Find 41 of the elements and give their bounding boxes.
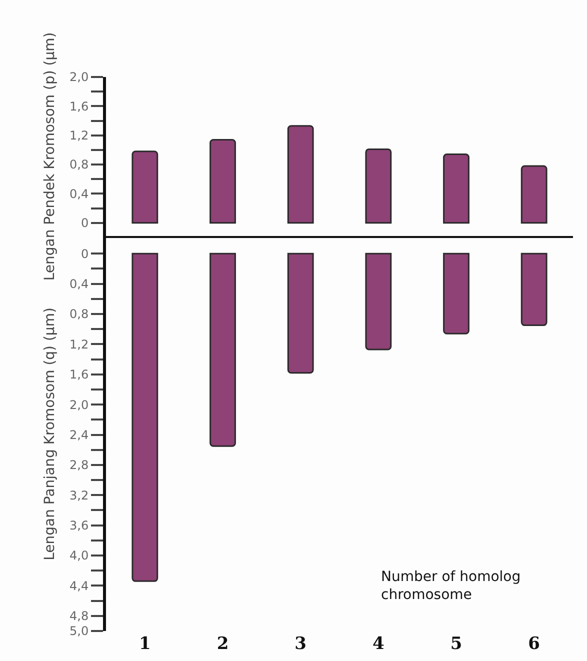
bar — [287, 125, 314, 224]
y-axis-title: Lengan Pendek Kromosom (p) (µm) — [42, 32, 58, 281]
y-tick-label: 2,8 — [70, 458, 89, 472]
bar — [210, 138, 236, 224]
y-tick-label: 1,6 — [70, 99, 89, 114]
x-tick-label: 6 — [528, 634, 540, 654]
bar — [132, 150, 158, 224]
x-axis-title: Number of homolog chromosome — [381, 569, 521, 604]
y-tick-label: 5,0 — [70, 624, 89, 638]
y-tick-label: 0,8 — [70, 307, 89, 322]
bar — [210, 252, 236, 447]
x-tick-label: 2 — [216, 634, 229, 654]
bar — [287, 252, 314, 374]
y-tick-label: 3,6 — [70, 518, 89, 533]
bar — [520, 252, 548, 326]
x-tick-label: 5 — [450, 634, 462, 654]
y-tick-label: 4,4 — [70, 578, 89, 593]
bar — [443, 154, 470, 224]
y-tick-label: 0 — [80, 246, 89, 261]
y-axis-title: Lengan Panjang Kromosom (q) (µm) — [42, 308, 58, 560]
y-tick-label: 1,6 — [70, 368, 89, 382]
bar — [365, 252, 392, 350]
y-tick-label: 0 — [80, 216, 89, 230]
y-tick-label: 0,8 — [70, 158, 89, 172]
y-tick-label: 0,4 — [70, 277, 89, 291]
y-tick-label: 0,4 — [70, 186, 89, 201]
bar — [520, 165, 548, 224]
x-tick-label: 3 — [294, 634, 306, 654]
y-tick-label: 2,4 — [70, 428, 89, 442]
bar — [132, 252, 158, 582]
x-tick-label: 1 — [139, 634, 151, 654]
y-tick-label: 2,0 — [70, 398, 89, 412]
bar — [365, 148, 392, 224]
y-tick-label: 1,2 — [70, 128, 89, 143]
y-tick-label: 4,0 — [70, 548, 89, 563]
bar — [443, 252, 470, 334]
y-tick-label: 3,2 — [70, 488, 89, 502]
y-tick-label: 4,8 — [70, 609, 89, 624]
y-tick-label: 2,0 — [70, 70, 89, 84]
x-tick-label: 4 — [372, 634, 384, 654]
y-tick-label: 1,2 — [70, 337, 89, 352]
